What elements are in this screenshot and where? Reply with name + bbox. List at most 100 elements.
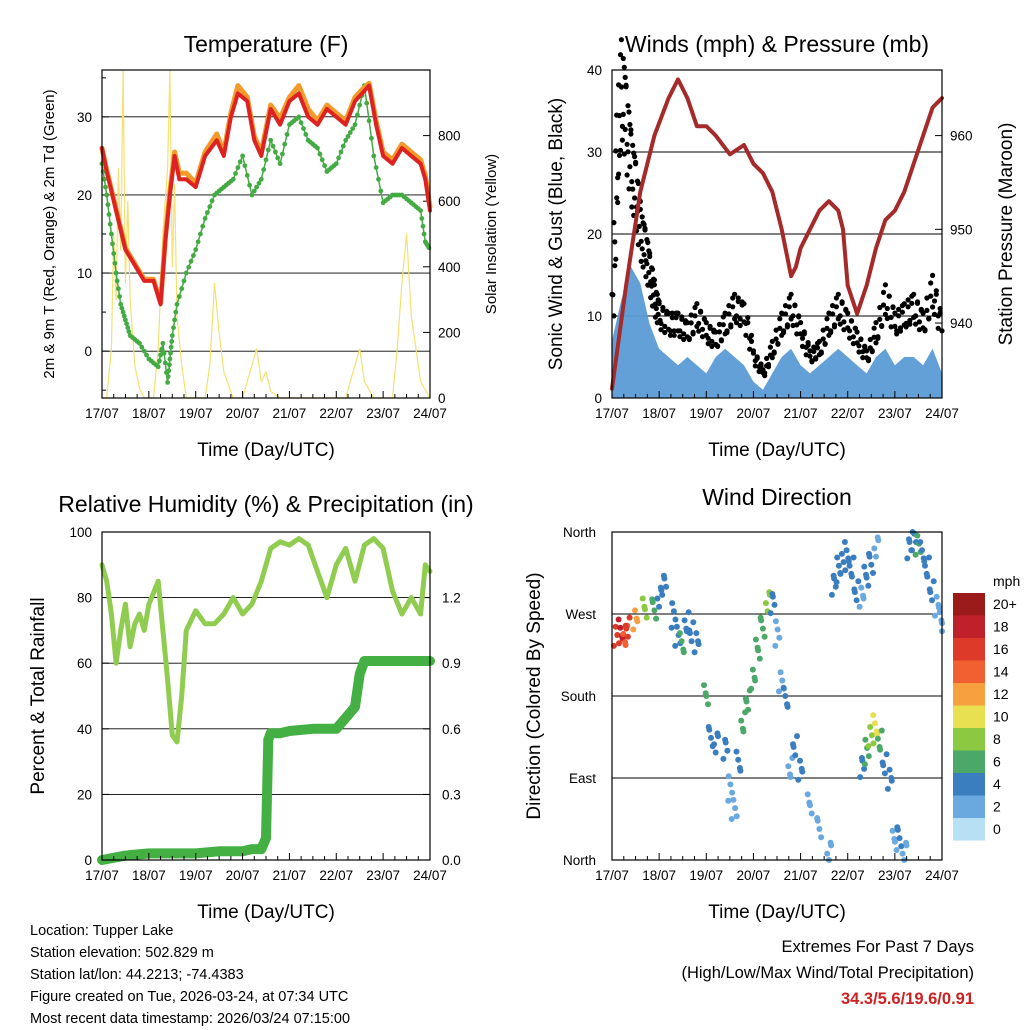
direction-point [858, 584, 865, 591]
gust-point [920, 310, 926, 316]
temperature-xlabel: Time (Day/UTC) [197, 440, 335, 461]
gust-point [628, 127, 634, 133]
dewpoint-point [111, 251, 117, 256]
gust-point [839, 299, 845, 305]
colorbar-swatch [953, 638, 985, 661]
gust-point [681, 336, 687, 343]
gust-point [662, 329, 668, 336]
wind_direction-title: Wind Direction [702, 484, 852, 510]
direction-point [762, 600, 769, 607]
colorbar-title: mph [993, 573, 1020, 589]
y2-tick-label: 400 [438, 260, 461, 275]
gust-point [644, 261, 650, 267]
direction-point [653, 615, 660, 622]
total-precipitation-line [97, 656, 435, 865]
dewpoint-point [371, 153, 377, 159]
direction-label: North [563, 853, 596, 868]
dewpoint-point [155, 364, 161, 370]
direction-point [751, 674, 758, 681]
dewpoint-point [106, 212, 112, 217]
y2-tick-label: 0.0 [442, 853, 461, 868]
temperature-ylabel: 2m & 9m T (Red, Orange) & 2m Td (Green) [41, 89, 58, 378]
winds-title: Winds (mph) & Pressure (mb) [625, 31, 929, 57]
gust-point [745, 320, 751, 326]
gust-point [750, 348, 757, 354]
humidity-chart: 0 20 40 60 80 100 0.0 0.3 0.6 0.9 1.2 Relative Humi… [28, 491, 474, 923]
gust-point [831, 324, 838, 330]
x-tick-label: 21/07 [273, 406, 307, 421]
direction-point [759, 625, 766, 632]
gust-point [799, 335, 806, 341]
direction-point [886, 766, 893, 773]
gust-point [621, 64, 627, 70]
dewpoint-point [195, 239, 201, 245]
gust-point [873, 320, 879, 326]
direction-point [936, 609, 943, 616]
direction-point [884, 785, 891, 792]
dewpoint-point [301, 126, 306, 131]
gust-point [615, 199, 621, 206]
gust-point [924, 307, 930, 313]
direction-point [738, 717, 745, 724]
y-tick-label: 0 [594, 391, 602, 406]
direction-point [774, 626, 781, 633]
direction-point [896, 835, 903, 842]
dewpoint-point [230, 176, 236, 182]
temperature-title: Temperature (F) [184, 31, 349, 57]
direction-point [673, 623, 680, 630]
y-tick-label: 0 [84, 853, 92, 868]
colorbar-label: 6 [993, 754, 1001, 770]
gust-point [653, 305, 659, 312]
dewpoint-point [242, 163, 248, 169]
gust-point [724, 329, 730, 336]
gust-point [617, 52, 624, 58]
direction-point [855, 578, 862, 585]
direction-point [935, 601, 942, 608]
direction-point [761, 633, 768, 640]
y2-tick-label: 940 [950, 316, 973, 331]
direction-point [881, 770, 888, 777]
gust-point [850, 334, 857, 340]
gust-point [907, 317, 913, 323]
dewpoint-point [336, 155, 341, 161]
gust-point [688, 320, 694, 326]
direction-point [722, 736, 729, 743]
gust-point [611, 313, 617, 319]
extremes-panel: Extremes For Past 7 Days (High/Low/Max W… [681, 934, 974, 1012]
direction-point [798, 765, 805, 772]
x-tick-label: 20/07 [737, 868, 771, 883]
gust-point [614, 195, 620, 201]
direction-point [873, 553, 879, 560]
direction-point [870, 740, 877, 747]
direction-point [879, 759, 886, 766]
direction-label: East [569, 771, 596, 786]
gust-point [848, 318, 855, 324]
gust-point [610, 292, 616, 298]
gust-point [662, 323, 668, 329]
gust-point [769, 355, 775, 361]
gust-point [627, 164, 633, 170]
dewpoint-point [357, 102, 363, 108]
x-tick-label: 23/07 [878, 406, 912, 421]
gust-point [794, 322, 800, 328]
dewpoint-point [249, 192, 255, 198]
gust-point [629, 204, 635, 210]
direction-point [633, 615, 640, 622]
dewpoint-point [167, 356, 173, 362]
direction-point [779, 677, 786, 684]
direction-point [614, 632, 621, 638]
gust-point [807, 353, 813, 359]
gust-point [873, 340, 879, 346]
dewpoint-point [174, 301, 180, 307]
direction-point [775, 688, 782, 695]
gust-point [777, 325, 783, 331]
direction-point [720, 755, 727, 762]
direction-point [856, 603, 863, 610]
gust-point [816, 338, 823, 344]
direction-point [657, 584, 664, 591]
direction-point [926, 586, 933, 593]
gust-point [620, 111, 626, 117]
direction-point [730, 796, 737, 803]
dewpoint-point [173, 309, 179, 315]
dewpoint-point [340, 143, 346, 149]
